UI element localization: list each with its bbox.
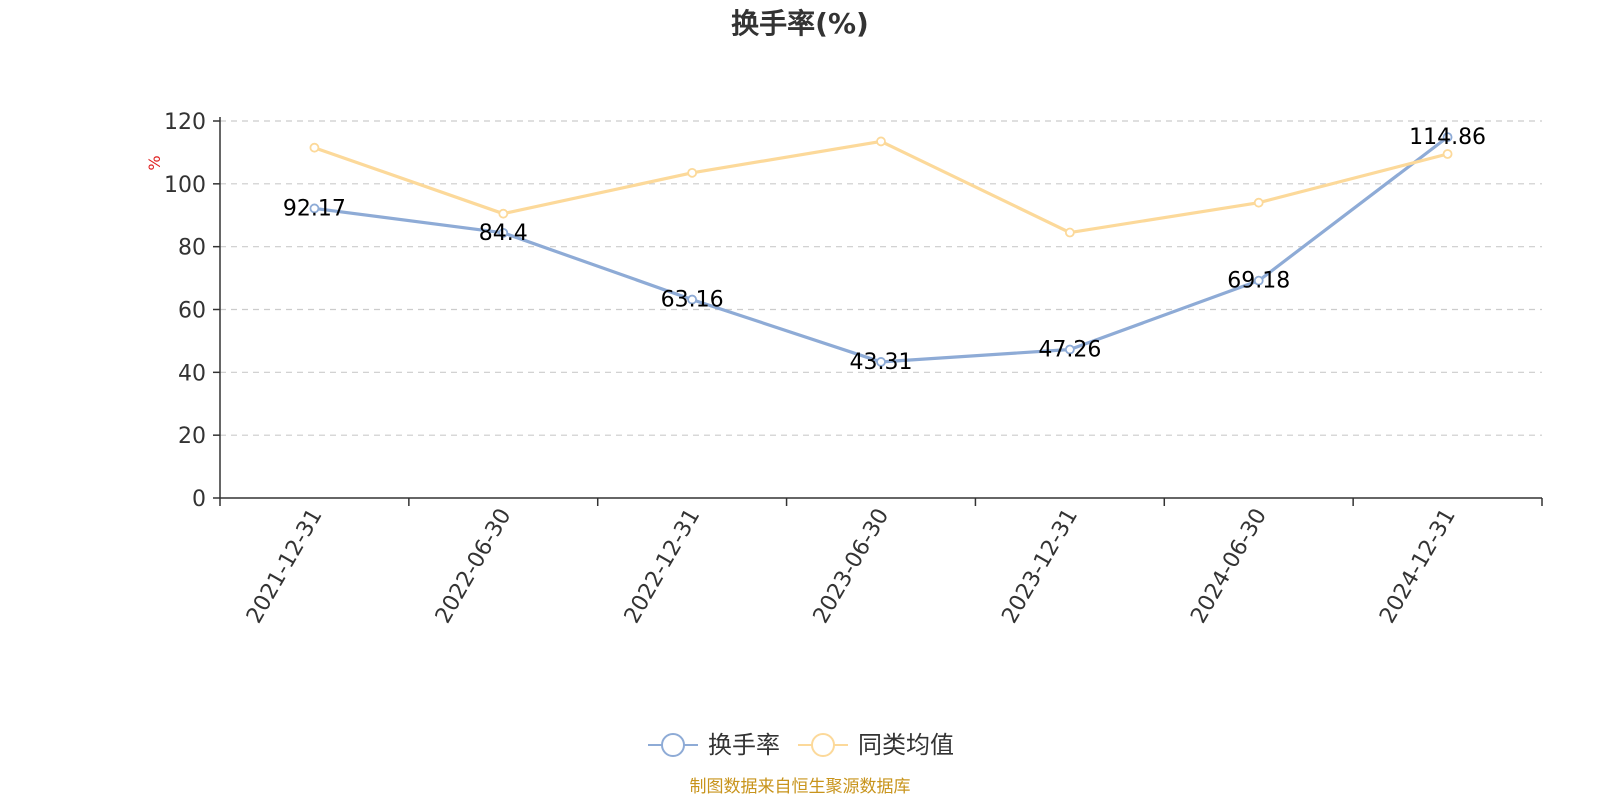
legend-item-turnover[interactable]: 换手率 [648, 731, 780, 759]
y-tick-label: 40 [178, 361, 206, 386]
x-tick-label: 2022-06-30 [431, 505, 517, 628]
legend-item-peer-average[interactable]: 同类均值 [798, 731, 954, 759]
data-label: 43.31 [850, 350, 913, 375]
data-label: 92.17 [283, 196, 346, 221]
legend[interactable]: 换手率 同类均值 [648, 731, 954, 759]
series [309, 132, 1453, 367]
legend-label: 换手率 [708, 731, 780, 759]
data-point [1253, 197, 1264, 208]
source-note: 制图数据来自恒生聚源数据库 [690, 777, 911, 797]
data-point [1442, 149, 1453, 159]
y-tick-label: 0 [192, 487, 206, 512]
data-point [1064, 227, 1075, 238]
x-tick-label: 2024-06-30 [1186, 505, 1272, 628]
data-label: 69.18 [1227, 269, 1290, 294]
series-line-peer-average [313, 139, 1448, 235]
chart-title: 换手率(%) [731, 7, 869, 40]
data-point [876, 136, 886, 147]
data-point [309, 142, 320, 153]
legend-marker [661, 733, 685, 757]
y-tick-label: 80 [178, 236, 206, 261]
legend-label: 同类均值 [858, 731, 954, 759]
y-tick-label: 100 [164, 173, 206, 198]
data-label: 63.16 [661, 288, 724, 313]
data-point [1064, 344, 1075, 355]
data-label: 114.86 [1409, 125, 1486, 150]
x-tick-label: 2024-12-31 [1375, 505, 1461, 628]
data-point [498, 208, 509, 219]
grid-lines [220, 120, 1542, 436]
legend-marker [811, 733, 835, 757]
y-tick-label: 20 [178, 424, 206, 449]
data-point [687, 294, 698, 305]
data-point [498, 227, 509, 238]
data-labels: 92.17 84.4 63.16 43.31 47.26 69.18 114.86 [283, 125, 1486, 375]
y-tick-label: 60 [178, 299, 206, 324]
y-tick-label: 120 [164, 110, 206, 135]
data-label: 47.26 [1038, 338, 1101, 363]
data-point [687, 167, 698, 178]
data-point [309, 203, 320, 214]
data-point [1253, 275, 1264, 286]
y-axis-unit: % [145, 155, 164, 170]
data-label: 84.4 [479, 221, 528, 246]
x-tick-label: 2021-12-31 [242, 505, 328, 628]
data-point [1442, 132, 1453, 143]
data-point [876, 357, 886, 367]
x-tick-label: 2022-12-31 [620, 505, 706, 628]
series-line-turnover [314, 135, 1449, 364]
x-tick-label: 2023-12-31 [997, 505, 1083, 628]
x-tick-label: 2023-06-30 [809, 505, 895, 628]
